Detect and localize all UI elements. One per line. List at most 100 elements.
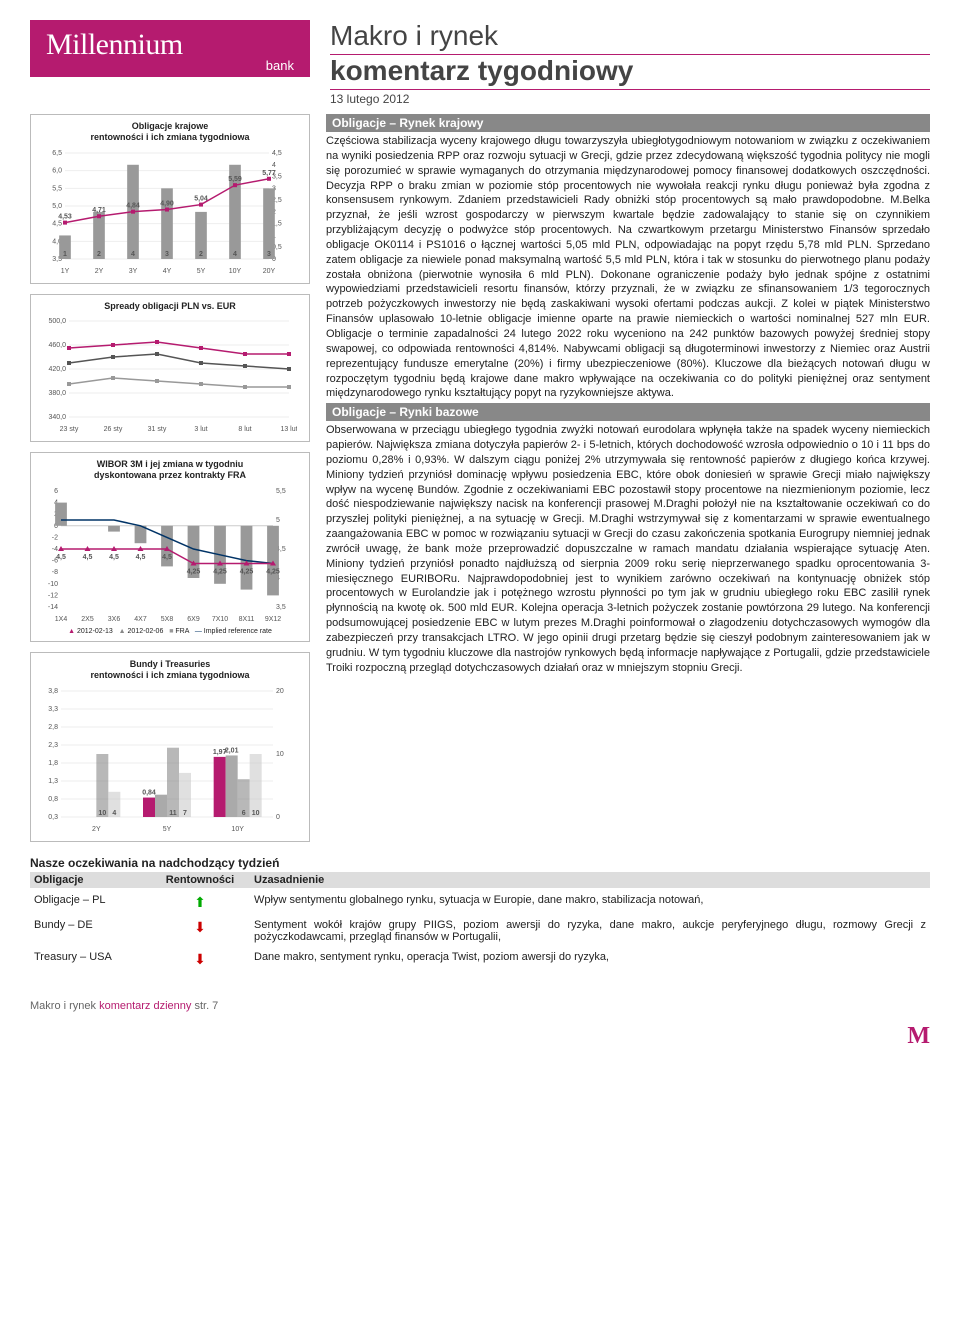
svg-text:4: 4: [233, 251, 237, 258]
expectations-title: Nasze oczekiwania na nadchodzący tydzień: [30, 856, 930, 870]
svg-text:5,5: 5,5: [276, 488, 286, 495]
svg-text:5,77: 5,77: [262, 169, 276, 176]
svg-text:6,5: 6,5: [52, 150, 62, 157]
svg-text:3Y: 3Y: [129, 268, 138, 275]
exp-name: Obligacje – PL: [30, 892, 150, 913]
svg-text:9X12: 9X12: [265, 616, 281, 623]
exp-header-1: Obligacje: [30, 872, 150, 888]
svg-text:4,25: 4,25: [187, 568, 201, 575]
svg-text:4,25: 4,25: [213, 568, 227, 575]
svg-text:2: 2: [199, 251, 203, 258]
svg-text:0: 0: [276, 814, 280, 821]
svg-text:4,25: 4,25: [240, 568, 254, 575]
svg-text:7X10: 7X10: [212, 616, 228, 623]
svg-text:4,90: 4,90: [160, 200, 174, 207]
section1-body: Częściowa stabilizacja wyceny krajowego …: [326, 134, 930, 401]
svg-text:2,01: 2,01: [225, 747, 239, 754]
svg-text:5,0: 5,0: [52, 203, 62, 210]
corner-logo: M: [30, 1022, 930, 1050]
chart-spready: Spready obligacji PLN vs. EUR 340,0 380,0…: [30, 294, 310, 443]
svg-text:2,3: 2,3: [48, 742, 58, 749]
svg-text:7: 7: [183, 810, 187, 817]
svg-text:4,5: 4,5: [162, 554, 172, 561]
svg-text:26 sty: 26 sty: [104, 426, 123, 433]
logo-main: Millennium: [46, 28, 294, 62]
svg-text:4,5: 4,5: [52, 220, 62, 227]
table-row: Treasury – USA ⬇ Dane makro, sentyment r…: [30, 949, 930, 970]
svg-text:-14: -14: [48, 604, 58, 611]
exp-name: Bundy – DE: [30, 917, 150, 945]
svg-text:5Y: 5Y: [163, 826, 172, 833]
logo: Millennium bank: [30, 20, 310, 77]
svg-text:13 lut: 13 lut: [280, 426, 297, 433]
svg-text:10: 10: [276, 751, 284, 758]
chart1-svg: 3,54,04,55,05,56,06,500,511,522,533,544,…: [37, 147, 297, 277]
chart4-svg: 0,30,81,31,82,32,83,33,8010202Y5Y10Y0,84…: [37, 685, 297, 835]
svg-text:10: 10: [252, 810, 260, 817]
corner-m-icon: M: [907, 1023, 930, 1050]
header: Millennium bank Makro i rynek komentarz …: [30, 20, 930, 106]
section2-body: Obserwowana w przeciągu ubiegłego tygodn…: [326, 423, 930, 675]
chart-wibor: WIBOR 3M i jej zmiana w tygodniudyskonto…: [30, 452, 310, 642]
svg-text:2X5: 2X5: [81, 616, 94, 623]
svg-text:1X4: 1X4: [55, 616, 68, 623]
svg-text:8 lut: 8 lut: [238, 426, 251, 433]
exp-text: Dane makro, sentyment rynku, operacja Tw…: [250, 949, 930, 970]
exp-header-3: Uzasadnienie: [250, 872, 930, 888]
svg-text:1,3: 1,3: [48, 778, 58, 785]
svg-text:31 sty: 31 sty: [148, 426, 167, 433]
svg-text:4,5: 4,5: [109, 554, 119, 561]
svg-text:6: 6: [242, 810, 246, 817]
svg-text:3X6: 3X6: [108, 616, 121, 623]
svg-text:10: 10: [98, 810, 106, 817]
svg-text:0,3: 0,3: [48, 814, 58, 821]
svg-text:4: 4: [112, 810, 116, 817]
chart3-title: WIBOR 3M i jej zmiana w tygodniudyskonto…: [37, 459, 303, 481]
table-row: Bundy – DE ⬇ Sentyment wokół krajów grup…: [30, 917, 930, 945]
svg-text:500,0: 500,0: [48, 318, 66, 325]
svg-text:4,5: 4,5: [56, 554, 66, 561]
expectations-table: Nasze oczekiwania na nadchodzący tydzień…: [30, 856, 930, 970]
svg-text:3: 3: [267, 251, 271, 258]
exp-name: Treasury – USA: [30, 949, 150, 970]
svg-text:3,8: 3,8: [48, 688, 58, 695]
svg-text:4,5: 4,5: [83, 554, 93, 561]
title-block: Makro i rynek komentarz tygodniowy 13 lu…: [330, 20, 930, 106]
chart-bundy-treasuries: Bundy i Treasuriesrentowności i ich zmia…: [30, 652, 310, 842]
svg-text:2,8: 2,8: [48, 724, 58, 731]
svg-text:2: 2: [97, 251, 101, 258]
exp-text: Wpływ sentymentu globalnego rynku, sytua…: [250, 892, 930, 913]
chart2-title: Spready obligacji PLN vs. EUR: [37, 301, 303, 312]
section1-banner: Obligacje – Rynek krajowy: [326, 114, 930, 132]
svg-text:8X11: 8X11: [239, 616, 255, 623]
chart2-svg: 340,0 380,0 420,0 460,0 500,0 23 sty 26 sty 31 …: [37, 315, 297, 435]
svg-text:340,0: 340,0: [48, 414, 66, 421]
expectations-header-row: Obligacje Rentowności Uzasadnienie: [30, 872, 930, 888]
section2-banner: Obligacje – Rynki bazowe: [326, 403, 930, 421]
svg-text:10Y: 10Y: [229, 268, 242, 275]
svg-text:4,71: 4,71: [92, 207, 106, 214]
svg-text:20: 20: [276, 688, 284, 695]
svg-text:6,0: 6,0: [52, 167, 62, 174]
exp-arrow: ⬇: [150, 917, 250, 945]
svg-text:23 sty: 23 sty: [60, 426, 79, 433]
svg-text:1: 1: [63, 251, 67, 258]
svg-text:5: 5: [276, 517, 280, 524]
svg-text:11: 11: [169, 810, 177, 817]
svg-text:1,8: 1,8: [48, 760, 58, 767]
svg-text:460,0: 460,0: [48, 342, 66, 349]
svg-text:380,0: 380,0: [48, 390, 66, 397]
exp-arrow: ⬆: [150, 892, 250, 913]
svg-text:3 lut: 3 lut: [194, 426, 207, 433]
svg-text:-10: -10: [48, 581, 58, 588]
title-date: 13 lutego 2012: [330, 92, 930, 106]
svg-text:4,5: 4,5: [272, 150, 282, 157]
footer: Makro i rynek komentarz dzienny str. 7: [30, 1000, 930, 1012]
title-line1: Makro i rynek: [330, 20, 930, 55]
svg-text:5Y: 5Y: [197, 268, 206, 275]
right-column: Obligacje – Rynek krajowy Częściowa stab…: [326, 114, 930, 842]
svg-text:3,3: 3,3: [48, 706, 58, 713]
svg-text:420,0: 420,0: [48, 366, 66, 373]
svg-text:5X8: 5X8: [161, 616, 174, 623]
svg-text:5,5: 5,5: [52, 185, 62, 192]
